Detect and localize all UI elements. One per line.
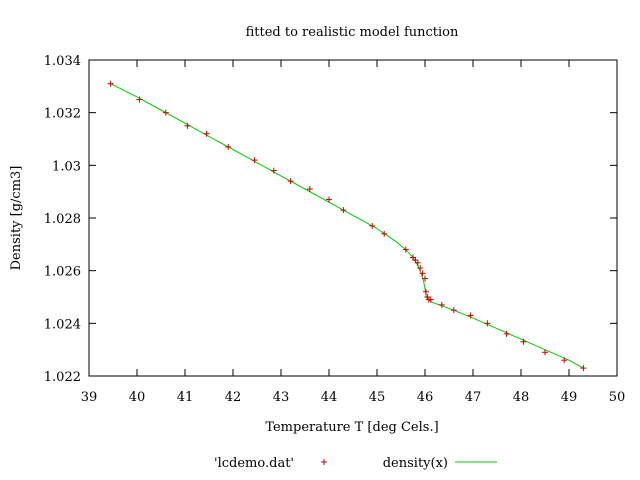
y-tick-label: 1.028 [44, 212, 81, 227]
data-point [422, 275, 428, 282]
x-tick-label: 44 [321, 390, 338, 405]
legend: 'lcdemo.dat' density(x) [214, 456, 497, 471]
y-tick-label: 1.026 [44, 265, 81, 280]
data-point [136, 96, 143, 103]
x-tick-label: 41 [177, 390, 194, 405]
x-tick-label: 50 [609, 390, 626, 405]
x-axis: 39 40 41 42 43 44 45 46 47 48 49 50 [81, 60, 626, 405]
y-tick-label: 1.03 [52, 159, 81, 174]
x-tick-label: 47 [465, 390, 482, 405]
x-axis-label: Temperature T [deg Cels.] [265, 420, 438, 435]
data-point [381, 230, 388, 237]
legend-plus-marker [321, 459, 327, 465]
data-point [520, 338, 527, 345]
x-tick-label: 39 [81, 390, 98, 405]
x-tick-label: 42 [225, 390, 242, 405]
data-point [270, 167, 277, 174]
y-tick-label: 1.024 [44, 317, 81, 332]
x-tick-label: 40 [129, 390, 146, 405]
data-point [251, 157, 258, 164]
data-point [422, 288, 429, 295]
data-point [542, 349, 548, 356]
data-point [414, 259, 421, 266]
data-point [424, 294, 431, 300]
y-tick-label: 1.022 [44, 370, 81, 385]
series-line-density [110, 83, 584, 369]
data-point [107, 80, 114, 87]
data-point [419, 270, 426, 277]
series-layer [107, 80, 587, 372]
data-point [184, 122, 191, 129]
x-tick-label: 46 [417, 390, 434, 405]
legend-label-density: density(x) [383, 456, 448, 471]
data-point [369, 222, 376, 229]
x-tick-label: 43 [273, 390, 290, 405]
data-point [467, 312, 474, 319]
y-axis: 1.022 1.024 1.026 1.028 1.03 1.032 1.034 [44, 54, 617, 385]
data-point [306, 186, 313, 193]
data-point [561, 357, 568, 364]
x-tick-label: 45 [369, 390, 386, 405]
data-point [203, 130, 210, 137]
legend-label-lcdemo: 'lcdemo.dat' [214, 456, 294, 471]
data-point [326, 196, 332, 203]
x-tick-label: 48 [513, 390, 530, 405]
data-point [427, 296, 434, 303]
data-point [417, 265, 424, 272]
data-point [402, 246, 409, 253]
data-point [340, 207, 347, 214]
plot-frame [88, 59, 618, 377]
data-point [450, 307, 457, 314]
data-point [580, 365, 587, 372]
data-point [162, 109, 169, 116]
data-point [287, 178, 294, 185]
y-tick-label: 1.032 [44, 107, 81, 122]
x-tick-label: 49 [561, 390, 578, 405]
legend-marker-lcdemo [321, 459, 327, 465]
data-point [438, 301, 445, 308]
data-point [484, 320, 491, 327]
chart-title: fitted to realistic model function [246, 25, 459, 40]
data-point [225, 143, 232, 150]
y-axis-label: Density [g/cm3] [9, 166, 24, 271]
y-tick-label: 1.034 [44, 54, 81, 69]
data-point [503, 330, 510, 337]
